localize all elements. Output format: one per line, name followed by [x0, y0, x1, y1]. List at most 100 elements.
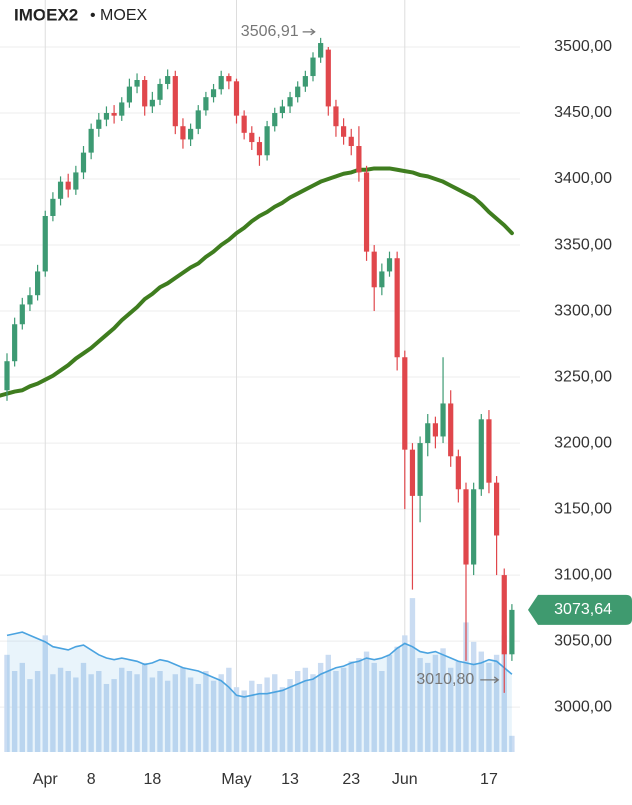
x-tick-label: Apr — [33, 771, 59, 788]
volume-bar — [19, 662, 25, 752]
candle-body — [111, 113, 117, 116]
candle-body — [455, 456, 461, 490]
candle-body — [42, 215, 48, 272]
last-price-tag — [528, 594, 632, 625]
candle-body — [363, 172, 370, 252]
low-annotation: 3010,80 — [416, 671, 474, 688]
volume-bar — [348, 661, 354, 752]
volume-ma-line — [6, 631, 513, 698]
volume-bar — [65, 671, 71, 752]
ma-line — [0, 166, 514, 398]
candle-body — [302, 76, 308, 87]
volume-bar — [233, 687, 240, 752]
candle-body — [226, 76, 232, 82]
volume-bar — [203, 671, 209, 752]
candle-body — [73, 172, 79, 190]
candle-body — [218, 76, 224, 90]
volume-bar — [11, 671, 18, 752]
volume-bar — [394, 646, 400, 752]
candle-body — [35, 271, 41, 296]
last-price-label: 3073,64 — [554, 601, 612, 618]
y-tick-label: 3350,00 — [554, 236, 612, 253]
x-tick-label: 13 — [281, 771, 299, 788]
volume-bar — [463, 622, 469, 752]
candle-body — [142, 80, 148, 107]
candle-body — [50, 198, 56, 216]
candle-body — [134, 80, 140, 87]
volume-bar — [142, 662, 148, 752]
candle-body — [157, 83, 163, 100]
volume-bar — [287, 679, 293, 752]
candle-body — [12, 324, 18, 362]
candle-body — [356, 146, 362, 173]
y-tick-label: 3300,00 — [554, 302, 612, 319]
candle-body — [348, 136, 354, 147]
candle-body — [494, 482, 500, 536]
candle-body — [425, 423, 431, 444]
y-tick-label: 3250,00 — [554, 368, 612, 385]
x-tick-label: 23 — [342, 771, 360, 788]
chart-title: IMOEX2 — [14, 5, 78, 24]
candle-body — [19, 304, 25, 325]
volume-bar — [509, 735, 515, 752]
volume-bar — [264, 677, 270, 752]
volume-bar — [27, 679, 33, 752]
volume-bar — [50, 674, 56, 752]
candle-body — [172, 76, 178, 127]
x-tick-label: Jun — [392, 771, 418, 788]
volume-bar — [111, 679, 117, 752]
volume-bar — [478, 651, 484, 752]
x-tick-label: 17 — [480, 771, 498, 788]
volume-bar — [448, 667, 454, 752]
y-tick-label: 3200,00 — [554, 434, 612, 451]
volume-bar — [57, 667, 64, 752]
volume-bar — [226, 667, 232, 752]
volume-bar — [340, 667, 347, 752]
candle-body — [478, 419, 484, 490]
volume-bar — [4, 654, 10, 752]
volume-bar — [455, 661, 462, 752]
candle-body — [80, 152, 87, 173]
candle-body — [440, 403, 446, 437]
volume-bar — [402, 635, 408, 752]
candle-body — [57, 181, 64, 199]
volume-bar — [42, 635, 48, 752]
volume-bar — [210, 680, 217, 752]
candle-body — [165, 76, 171, 84]
chart-subtitle: • MOEX — [90, 7, 147, 24]
volume-bar — [187, 677, 194, 752]
candle-body — [188, 128, 194, 140]
candle-body — [448, 403, 454, 457]
candle-body — [325, 49, 331, 107]
candle-body — [195, 110, 201, 129]
volume-bar — [126, 671, 133, 752]
candle-body — [88, 128, 94, 153]
candle-body — [180, 126, 186, 140]
volume-bar — [73, 677, 79, 752]
x-tick-label: May — [221, 771, 251, 788]
volume-bar — [440, 648, 446, 752]
volume-bar — [317, 662, 324, 752]
high-arrowhead — [310, 28, 316, 36]
candle-body — [210, 89, 217, 98]
low-arrowhead — [493, 676, 500, 684]
y-tick-label: 3150,00 — [554, 500, 612, 517]
candle-body — [509, 609, 515, 655]
candle-body — [409, 449, 416, 496]
candle-body — [501, 575, 507, 655]
volume-bar — [241, 690, 247, 752]
candle-body — [249, 132, 255, 143]
volume-bar — [34, 671, 41, 752]
volume-bar — [386, 654, 393, 752]
volume-bar — [103, 683, 110, 752]
volume-bar — [425, 662, 431, 752]
volume-bar — [256, 683, 263, 752]
y-tick-label: 3050,00 — [554, 632, 612, 649]
y-tick-label: 3100,00 — [554, 566, 612, 583]
high-annotation: 3506,91 — [241, 23, 299, 40]
candle-body — [333, 106, 339, 127]
volume-area — [7, 632, 512, 752]
volume-bar — [134, 674, 140, 752]
volume-bar — [218, 674, 224, 752]
y-tick-label: 3450,00 — [554, 104, 612, 121]
